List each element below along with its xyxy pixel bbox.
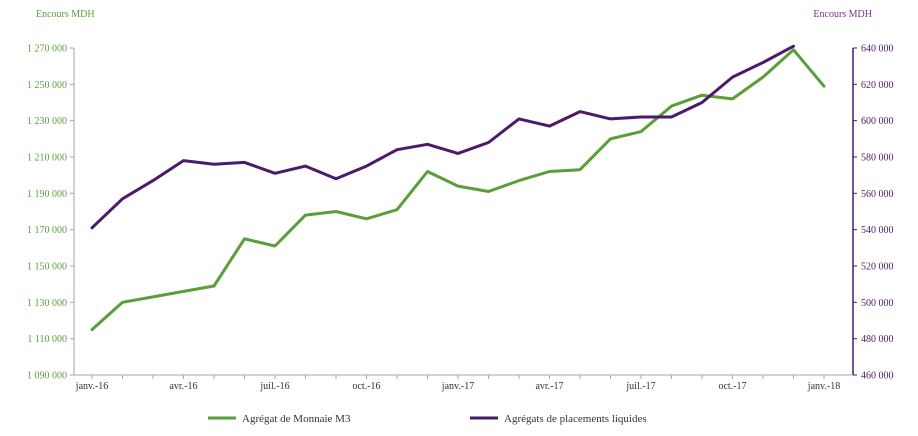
data-point-m3: [243, 237, 246, 240]
x-tick-label: oct.-17: [718, 381, 746, 392]
data-point-m3: [792, 48, 795, 51]
data-point-m3: [670, 105, 673, 108]
data-point-m3: [365, 217, 368, 220]
data-point-m3: [121, 301, 124, 304]
data-point-m3: [518, 179, 520, 182]
data-point-m3: [426, 170, 429, 173]
legend-item-placements-label: Agrégats de placements liquides: [504, 413, 647, 425]
data-point-placements: [396, 148, 398, 151]
data-point-placements: [304, 165, 307, 168]
y-left-tick-label: 1 250 000: [27, 80, 67, 91]
data-point-m3: [91, 328, 93, 331]
data-point-placements: [731, 76, 734, 79]
series-line-placements: [90, 44, 795, 230]
legend-item-m3-label: Agrégat de Monnaie M3: [242, 413, 351, 425]
x-tick-label: janv.-17: [441, 381, 474, 392]
data-point-placements: [487, 141, 490, 144]
y-right-tick-label: 620 000: [861, 80, 894, 91]
y-left-tick-label: 1 170 000: [27, 225, 67, 236]
data-point-m3: [731, 97, 734, 100]
data-point-m3: [304, 214, 307, 217]
data-point-m3: [762, 76, 764, 79]
y-right-tick-label: 640 000: [861, 44, 894, 55]
y-right-tick-label: 460 000: [861, 371, 894, 382]
data-point-placements: [670, 116, 673, 119]
data-point-m3: [701, 94, 703, 97]
y-right-tick-label: 540 000: [861, 225, 894, 236]
data-point-m3: [213, 284, 215, 287]
data-point-m3: [152, 295, 154, 298]
data-point-m3: [335, 210, 337, 213]
y-left-tick-label: 1 190 000: [27, 189, 67, 200]
data-point-m3: [640, 130, 642, 133]
y-left-tick-label: 1 110 000: [27, 334, 67, 345]
x-tick-label: oct.-16: [352, 381, 380, 392]
data-point-placements: [457, 152, 459, 155]
y-right-tick-label: 580 000: [861, 153, 894, 164]
data-point-placements: [518, 117, 520, 120]
data-point-placements: [274, 172, 276, 175]
x-tick-label: janv.-18: [807, 381, 840, 392]
y-right-tick-label: 480 000: [861, 334, 894, 345]
data-point-m3: [182, 290, 185, 293]
y-right-tick-label: 600 000: [861, 116, 894, 127]
data-point-placements: [609, 117, 612, 120]
data-point-placements: [762, 61, 764, 64]
y-left-tick-label: 1 090 000: [27, 371, 67, 382]
data-point-m3: [823, 85, 825, 88]
data-point-placements: [121, 197, 124, 200]
data-point-placements: [792, 45, 795, 48]
data-point-m3: [457, 185, 459, 188]
data-point-placements: [701, 101, 703, 104]
data-point-placements: [91, 226, 93, 229]
y-left-tick-label: 1 270 000: [27, 44, 67, 55]
data-point-m3: [396, 208, 398, 211]
x-tick-label: avr.-16: [169, 381, 197, 392]
y-right-tick-label: 560 000: [861, 189, 894, 200]
data-point-placements: [579, 110, 581, 113]
data-point-placements: [365, 165, 368, 168]
x-tick-label: janv.-16: [75, 381, 108, 392]
y-left-tick-label: 1 130 000: [27, 298, 67, 309]
data-point-m3: [548, 170, 551, 173]
data-point-placements: [182, 159, 185, 162]
data-point-placements: [152, 179, 154, 182]
data-point-m3: [487, 190, 490, 193]
y-left-tick-label: 1 150 000: [27, 262, 67, 273]
data-point-m3: [274, 245, 276, 248]
y-right-tick-label: 520 000: [861, 262, 894, 273]
x-tick-label: juil.-16: [259, 381, 289, 392]
data-point-m3: [609, 137, 612, 140]
data-point-m3: [579, 168, 581, 171]
x-tick-label: avr.-17: [535, 381, 563, 392]
y-left-tick-label: 1 210 000: [27, 153, 67, 164]
y-left-tick-label: 1 230 000: [27, 116, 67, 127]
data-point-placements: [548, 125, 551, 128]
x-tick-label: juil.-17: [625, 381, 655, 392]
data-point-placements: [335, 177, 337, 180]
data-point-placements: [426, 143, 429, 146]
y-left-unit-label: Encours MDH: [36, 9, 95, 20]
data-point-placements: [213, 163, 215, 166]
y-right-tick-label: 500 000: [861, 298, 894, 309]
y-right-unit-label: Encours MDH: [813, 9, 872, 20]
data-point-placements: [243, 161, 246, 164]
data-point-placements: [640, 116, 642, 119]
